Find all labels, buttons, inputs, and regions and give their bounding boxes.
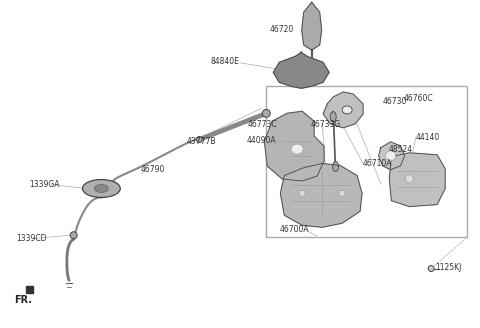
Ellipse shape bbox=[385, 151, 396, 161]
Text: 1125KJ: 1125KJ bbox=[435, 263, 461, 272]
Text: 1339GA: 1339GA bbox=[29, 180, 59, 189]
Ellipse shape bbox=[70, 232, 77, 239]
Text: 46720: 46720 bbox=[269, 25, 294, 34]
Ellipse shape bbox=[300, 191, 305, 196]
Polygon shape bbox=[323, 92, 363, 128]
Text: 46760C: 46760C bbox=[404, 94, 433, 103]
Text: 46790: 46790 bbox=[141, 165, 166, 174]
Ellipse shape bbox=[196, 136, 203, 142]
Polygon shape bbox=[264, 111, 324, 181]
Ellipse shape bbox=[291, 144, 303, 154]
Ellipse shape bbox=[262, 110, 270, 117]
Bar bbox=[266, 86, 467, 237]
Text: 44140: 44140 bbox=[416, 133, 440, 142]
Text: 48524: 48524 bbox=[388, 145, 412, 154]
Polygon shape bbox=[280, 164, 362, 227]
Ellipse shape bbox=[428, 266, 434, 272]
Text: 1339CD: 1339CD bbox=[16, 234, 47, 243]
Polygon shape bbox=[26, 286, 33, 293]
Ellipse shape bbox=[330, 112, 336, 122]
Text: 44090A: 44090A bbox=[246, 136, 276, 145]
Polygon shape bbox=[389, 153, 445, 207]
Text: 46700A: 46700A bbox=[280, 225, 309, 234]
Text: 46730: 46730 bbox=[383, 97, 407, 107]
Polygon shape bbox=[379, 142, 405, 170]
Ellipse shape bbox=[83, 179, 120, 197]
Ellipse shape bbox=[95, 185, 108, 193]
Polygon shape bbox=[273, 52, 329, 88]
Text: 84840E: 84840E bbox=[210, 57, 239, 66]
Ellipse shape bbox=[342, 106, 352, 114]
Ellipse shape bbox=[405, 175, 413, 183]
Text: 46773C: 46773C bbox=[248, 120, 277, 129]
Text: FR.: FR. bbox=[14, 295, 32, 305]
Text: 46733G: 46733G bbox=[311, 120, 341, 129]
Text: 46710A: 46710A bbox=[363, 159, 392, 168]
Ellipse shape bbox=[339, 191, 345, 196]
Text: 43777B: 43777B bbox=[186, 137, 216, 146]
Ellipse shape bbox=[333, 162, 338, 172]
Polygon shape bbox=[302, 2, 322, 50]
